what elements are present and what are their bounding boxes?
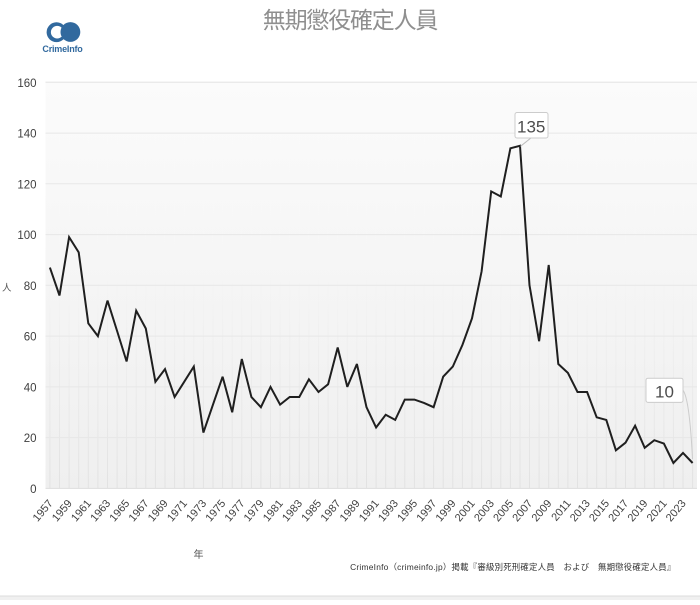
svg-text:135: 135 xyxy=(517,117,545,136)
svg-text:CrimeInfo: CrimeInfo xyxy=(42,44,83,54)
svg-text:60: 60 xyxy=(24,332,37,344)
svg-text:160: 160 xyxy=(17,78,36,90)
svg-text:10: 10 xyxy=(655,383,674,402)
svg-text:年: 年 xyxy=(194,548,204,561)
svg-text:120: 120 xyxy=(17,179,36,191)
svg-text:0: 0 xyxy=(30,484,36,496)
svg-text:100: 100 xyxy=(17,230,36,242)
svg-text:140: 140 xyxy=(17,129,36,141)
svg-text:無期懲役確定人員: 無期懲役確定人員 xyxy=(263,7,439,33)
svg-text:80: 80 xyxy=(24,281,37,293)
svg-text:20: 20 xyxy=(24,433,37,445)
svg-text:40: 40 xyxy=(24,383,37,395)
svg-text:人: 人 xyxy=(2,283,12,294)
svg-text:CrimeInfo（crimeinfo.jp）掲載『審級別死: CrimeInfo（crimeinfo.jp）掲載『審級別死刑確定人員 および … xyxy=(350,562,675,572)
